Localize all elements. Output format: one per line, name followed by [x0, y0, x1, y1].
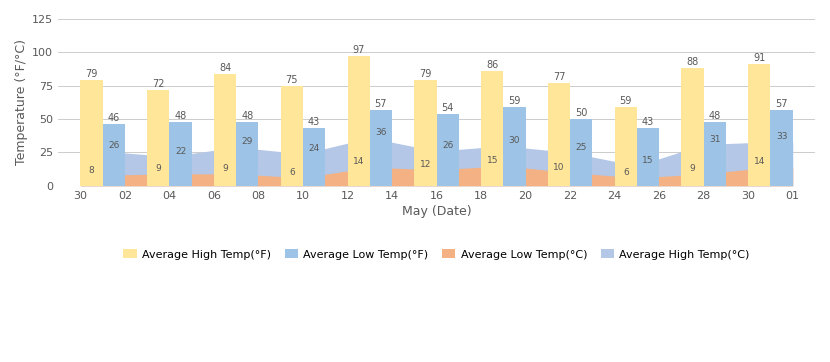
Text: 24: 24	[309, 144, 320, 153]
Text: 43: 43	[308, 117, 320, 127]
Text: 8: 8	[89, 165, 95, 174]
Bar	[748, 64, 770, 186]
Text: 59: 59	[620, 96, 632, 106]
Bar	[303, 129, 325, 186]
Text: 29: 29	[242, 138, 253, 147]
Bar	[704, 122, 726, 186]
Bar	[81, 80, 103, 186]
Text: 86: 86	[486, 60, 498, 70]
Text: 12: 12	[420, 160, 431, 169]
Bar	[437, 114, 459, 186]
Text: 79: 79	[85, 70, 98, 79]
Text: 84: 84	[219, 63, 232, 73]
Text: 6: 6	[289, 168, 295, 177]
Text: 72: 72	[152, 79, 164, 89]
Text: 26: 26	[108, 142, 120, 151]
Text: 14: 14	[754, 157, 765, 167]
Text: 97: 97	[353, 45, 365, 55]
Bar	[481, 71, 503, 186]
Bar	[169, 122, 192, 186]
Bar	[237, 122, 258, 186]
Legend: Average High Temp(°F), Average Low Temp(°F), Average Low Temp(°C), Average High : Average High Temp(°F), Average Low Temp(…	[119, 245, 754, 264]
Bar	[370, 110, 392, 186]
Text: 6: 6	[622, 168, 628, 177]
Text: 25: 25	[575, 143, 587, 152]
Text: 91: 91	[753, 53, 765, 63]
Text: 33: 33	[776, 132, 788, 141]
Text: 9: 9	[222, 164, 228, 173]
Y-axis label: Temperature (°F/°C): Temperature (°F/°C)	[15, 39, 28, 165]
Text: 9: 9	[155, 164, 161, 173]
X-axis label: May (Date): May (Date)	[402, 205, 471, 218]
Bar	[681, 68, 704, 186]
Text: 54: 54	[442, 103, 454, 113]
Text: 48: 48	[174, 111, 187, 121]
Text: 9: 9	[690, 164, 696, 173]
Text: 77: 77	[553, 72, 565, 82]
Text: 15: 15	[642, 156, 654, 165]
Text: 15: 15	[486, 156, 498, 165]
Bar	[103, 125, 125, 186]
Bar	[503, 107, 525, 186]
Text: 26: 26	[442, 142, 453, 151]
Bar	[615, 107, 637, 186]
Bar	[770, 110, 793, 186]
Bar	[281, 86, 303, 186]
Text: 30: 30	[509, 136, 520, 145]
Bar	[348, 56, 370, 186]
Text: 10: 10	[554, 163, 564, 172]
Text: 75: 75	[286, 75, 298, 85]
Text: 59: 59	[508, 96, 520, 106]
Bar	[414, 80, 437, 186]
Text: 50: 50	[575, 108, 588, 118]
Text: 48: 48	[242, 111, 253, 121]
Text: 79: 79	[419, 70, 432, 79]
Text: 46: 46	[108, 113, 120, 123]
Bar	[637, 129, 659, 186]
Text: 22: 22	[175, 147, 186, 156]
Bar	[570, 119, 593, 186]
Text: 48: 48	[709, 111, 721, 121]
Text: 31: 31	[709, 135, 720, 144]
Bar	[214, 74, 237, 186]
Bar	[548, 83, 570, 186]
Text: 43: 43	[642, 117, 654, 127]
Text: 57: 57	[374, 99, 387, 109]
Text: 57: 57	[775, 99, 788, 109]
Text: 36: 36	[375, 128, 387, 137]
Text: 88: 88	[686, 57, 699, 67]
Text: 14: 14	[353, 157, 364, 167]
Bar	[147, 90, 169, 186]
